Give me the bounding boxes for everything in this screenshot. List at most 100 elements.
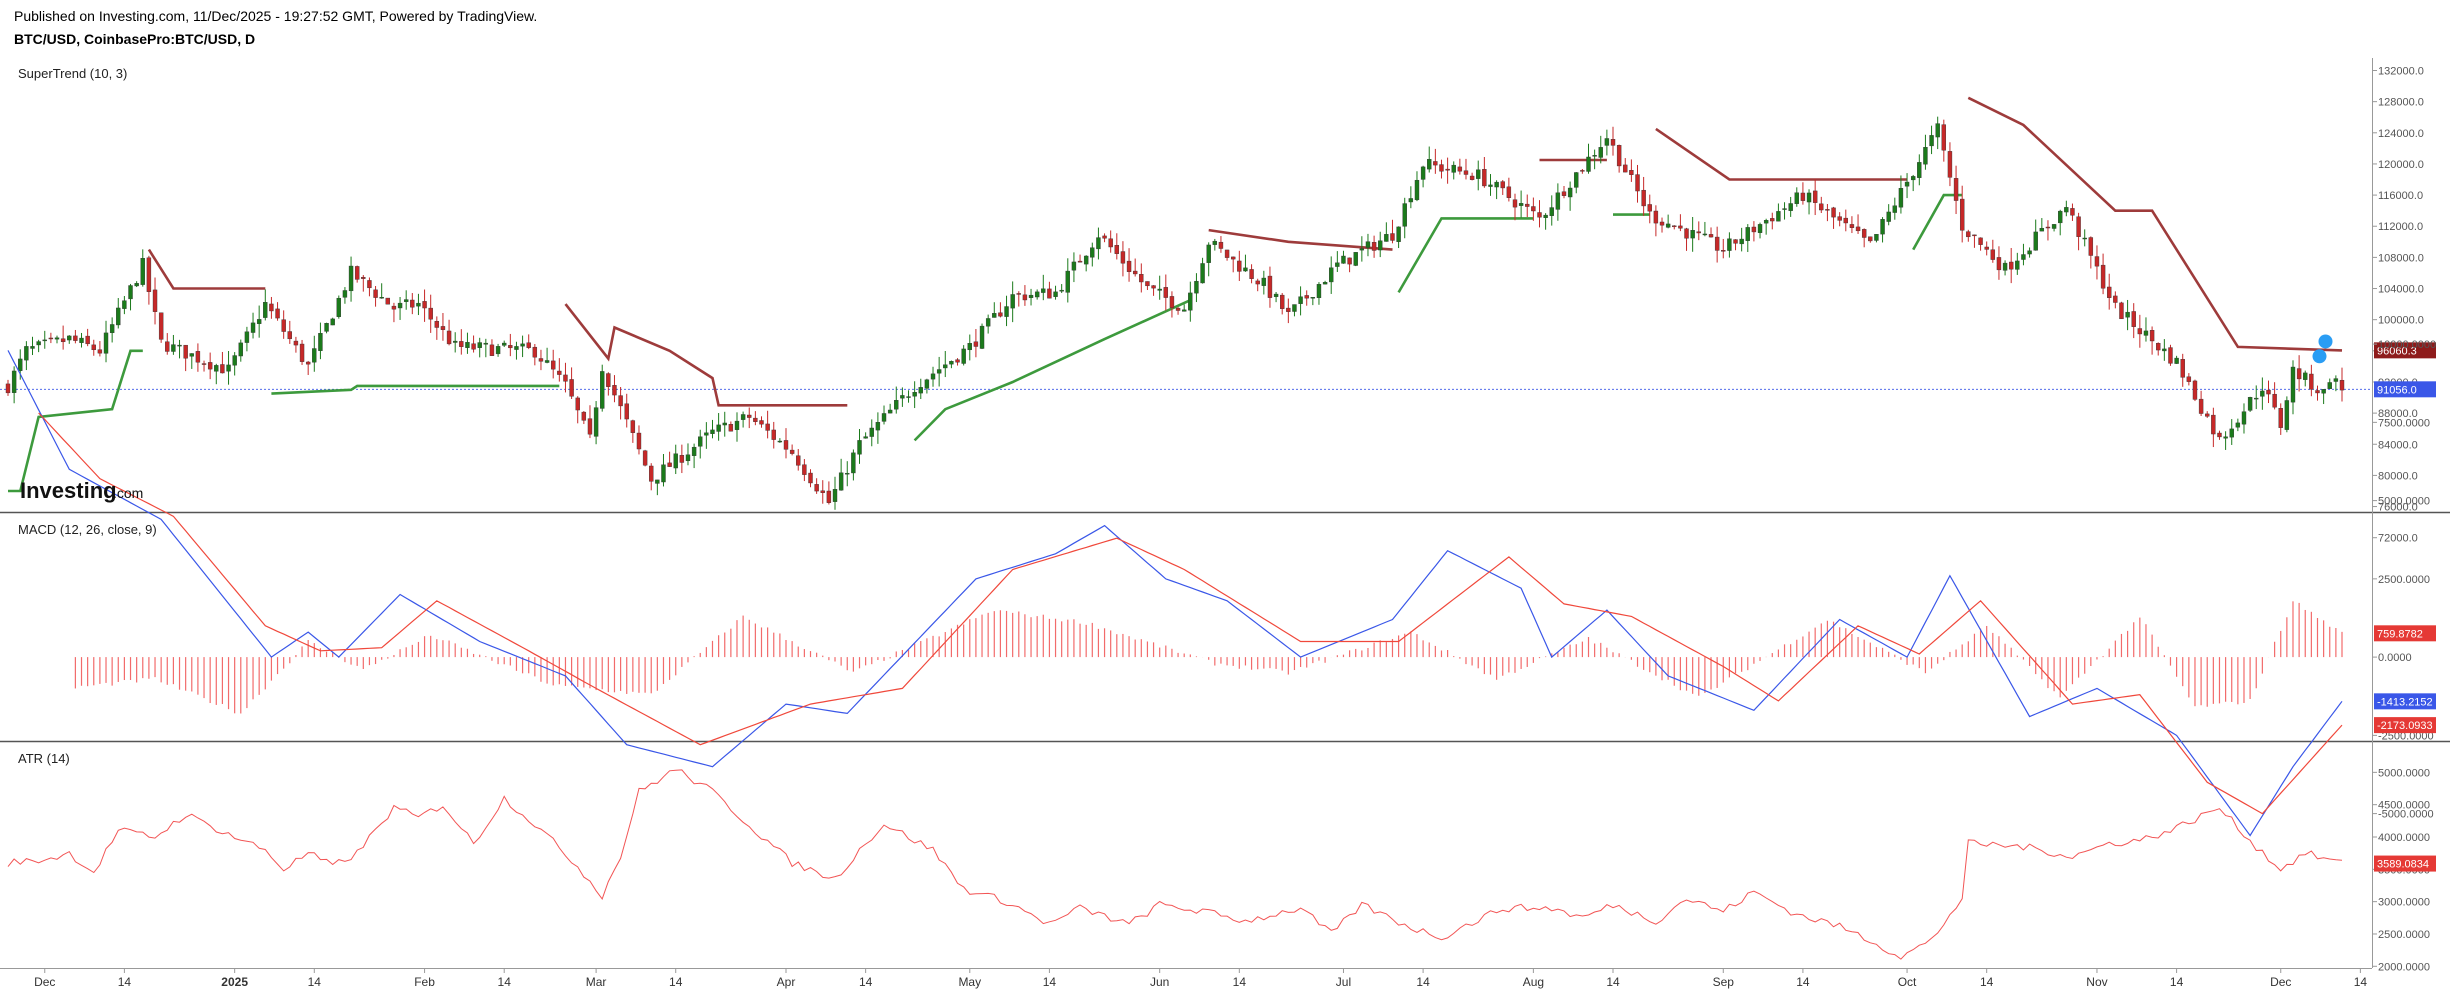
candle[interactable] (906, 390, 911, 403)
candle[interactable] (140, 249, 145, 287)
candle[interactable] (2021, 243, 2026, 266)
candle[interactable] (471, 335, 476, 353)
candle[interactable] (1721, 238, 1726, 259)
candle[interactable] (1629, 159, 1634, 182)
candle[interactable] (2162, 339, 2167, 361)
candle[interactable] (1941, 119, 1947, 162)
candle[interactable] (2309, 364, 2314, 397)
candle[interactable] (2186, 373, 2192, 386)
candle[interactable] (1727, 232, 1732, 258)
candle[interactable] (2064, 200, 2069, 217)
candle[interactable] (2333, 375, 2339, 392)
candle[interactable] (1463, 158, 1469, 180)
candle[interactable] (1714, 226, 1720, 263)
candle[interactable] (1561, 186, 1567, 199)
candle[interactable] (1641, 176, 1646, 216)
candle[interactable] (1433, 148, 1438, 174)
candle[interactable] (2303, 370, 2308, 387)
candle[interactable] (753, 411, 758, 426)
candle[interactable] (2070, 203, 2075, 221)
candle[interactable] (1972, 234, 1977, 248)
candle[interactable] (1745, 224, 1750, 253)
candle[interactable] (2180, 353, 2185, 387)
candle[interactable] (1531, 197, 1536, 221)
candle[interactable] (1396, 226, 1401, 249)
candle[interactable] (2168, 344, 2173, 366)
candle[interactable] (1292, 304, 1297, 317)
candle[interactable] (1665, 214, 1671, 229)
candle[interactable] (1739, 227, 1744, 252)
candle[interactable] (416, 293, 421, 316)
candle[interactable] (281, 310, 286, 339)
candle[interactable] (949, 360, 954, 369)
candle[interactable] (1782, 202, 1787, 220)
candle[interactable] (146, 255, 152, 305)
candle[interactable] (1910, 174, 1916, 192)
candle[interactable] (342, 287, 348, 304)
candle[interactable] (1543, 213, 1548, 230)
candle[interactable] (1212, 238, 1218, 251)
candle[interactable] (48, 332, 54, 344)
candle[interactable] (593, 401, 599, 445)
candle[interactable] (318, 322, 323, 360)
candle[interactable] (642, 449, 648, 467)
candle[interactable] (2137, 314, 2143, 348)
candle[interactable] (165, 333, 170, 355)
candle[interactable] (152, 277, 158, 325)
candle[interactable] (1592, 149, 1597, 170)
candle[interactable] (857, 429, 862, 464)
candle[interactable] (1518, 190, 1524, 218)
candle[interactable] (158, 312, 164, 343)
candle[interactable] (1653, 205, 1659, 237)
candle[interactable] (1500, 179, 1505, 195)
candle[interactable] (1978, 237, 1983, 251)
candle[interactable] (1378, 231, 1383, 258)
event-marker[interactable] (2318, 334, 2333, 349)
candle[interactable] (103, 320, 109, 363)
candle[interactable] (42, 330, 47, 349)
candle[interactable] (116, 298, 121, 329)
event-marker[interactable] (2312, 349, 2327, 364)
candle[interactable] (814, 478, 819, 494)
candle[interactable] (1488, 174, 1493, 196)
candle[interactable] (109, 317, 115, 343)
candle[interactable] (783, 428, 789, 459)
candle[interactable] (336, 295, 342, 319)
candle[interactable] (275, 302, 280, 321)
candle[interactable] (330, 317, 335, 326)
candle[interactable] (2107, 273, 2112, 310)
candle[interactable] (1684, 227, 1689, 251)
candle[interactable] (1849, 216, 1855, 234)
candle[interactable] (900, 387, 905, 407)
candle[interactable] (1917, 154, 1922, 186)
candle[interactable] (532, 344, 538, 366)
candle[interactable] (569, 367, 574, 399)
candle[interactable] (1280, 293, 1285, 315)
candle[interactable] (1751, 221, 1757, 242)
candle[interactable] (1874, 234, 1879, 243)
candle[interactable] (1255, 278, 1260, 292)
price-pane[interactable]: 132000.0 128000.0 124000.0 120000.0 116000.0… (0, 66, 2436, 545)
candle[interactable] (2174, 355, 2179, 364)
candle[interactable] (1819, 196, 1824, 213)
candle[interactable] (679, 444, 685, 474)
candle[interactable] (967, 334, 972, 361)
candle[interactable] (918, 378, 923, 400)
candle[interactable] (1181, 304, 1187, 312)
candle[interactable] (2125, 299, 2130, 331)
candle[interactable] (1065, 258, 1070, 303)
candle[interactable] (943, 351, 948, 378)
candle[interactable] (796, 449, 801, 471)
candle[interactable] (2002, 260, 2008, 276)
candle[interactable] (538, 349, 544, 371)
candle[interactable] (1384, 222, 1389, 242)
candle[interactable] (1028, 288, 1034, 306)
candle[interactable] (1898, 175, 1904, 214)
candle[interactable] (1427, 146, 1432, 173)
candle[interactable] (1806, 189, 1812, 215)
candle[interactable] (2015, 252, 2020, 275)
candle[interactable] (1604, 129, 1610, 156)
candle[interactable] (2088, 236, 2094, 269)
candle[interactable] (2051, 224, 2057, 232)
candle[interactable] (324, 322, 329, 334)
